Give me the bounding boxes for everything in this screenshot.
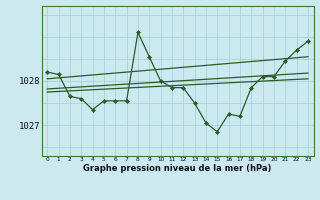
X-axis label: Graphe pression niveau de la mer (hPa): Graphe pression niveau de la mer (hPa) bbox=[84, 164, 272, 173]
